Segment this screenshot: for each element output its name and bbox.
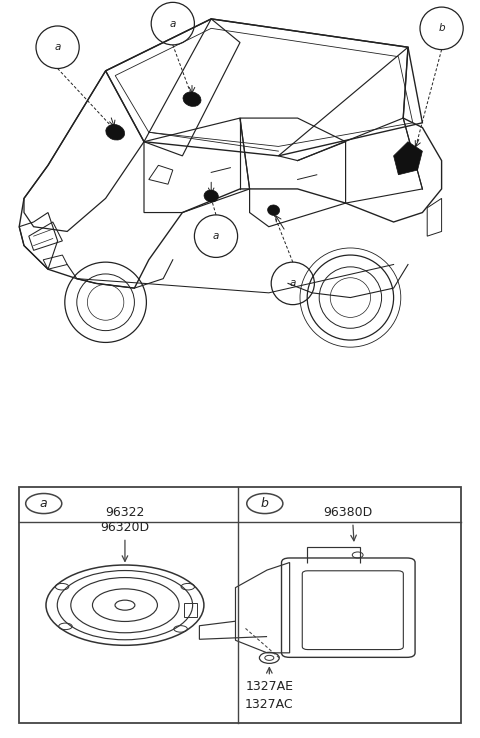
Ellipse shape — [183, 92, 201, 106]
Text: a: a — [54, 42, 61, 52]
Text: b: b — [261, 497, 269, 510]
Text: a: a — [169, 18, 176, 29]
Text: a: a — [289, 278, 296, 289]
Text: a: a — [40, 497, 48, 510]
Polygon shape — [394, 142, 422, 175]
Ellipse shape — [268, 205, 279, 215]
Text: 96380D: 96380D — [324, 506, 373, 519]
Text: 96322: 96322 — [105, 506, 144, 519]
Text: 1327AC: 1327AC — [245, 697, 294, 711]
Text: b: b — [438, 24, 445, 33]
Text: 1327AE: 1327AE — [245, 680, 293, 693]
Text: 96320D: 96320D — [100, 521, 149, 534]
Text: a: a — [213, 231, 219, 241]
Ellipse shape — [106, 125, 125, 140]
Ellipse shape — [204, 190, 218, 202]
